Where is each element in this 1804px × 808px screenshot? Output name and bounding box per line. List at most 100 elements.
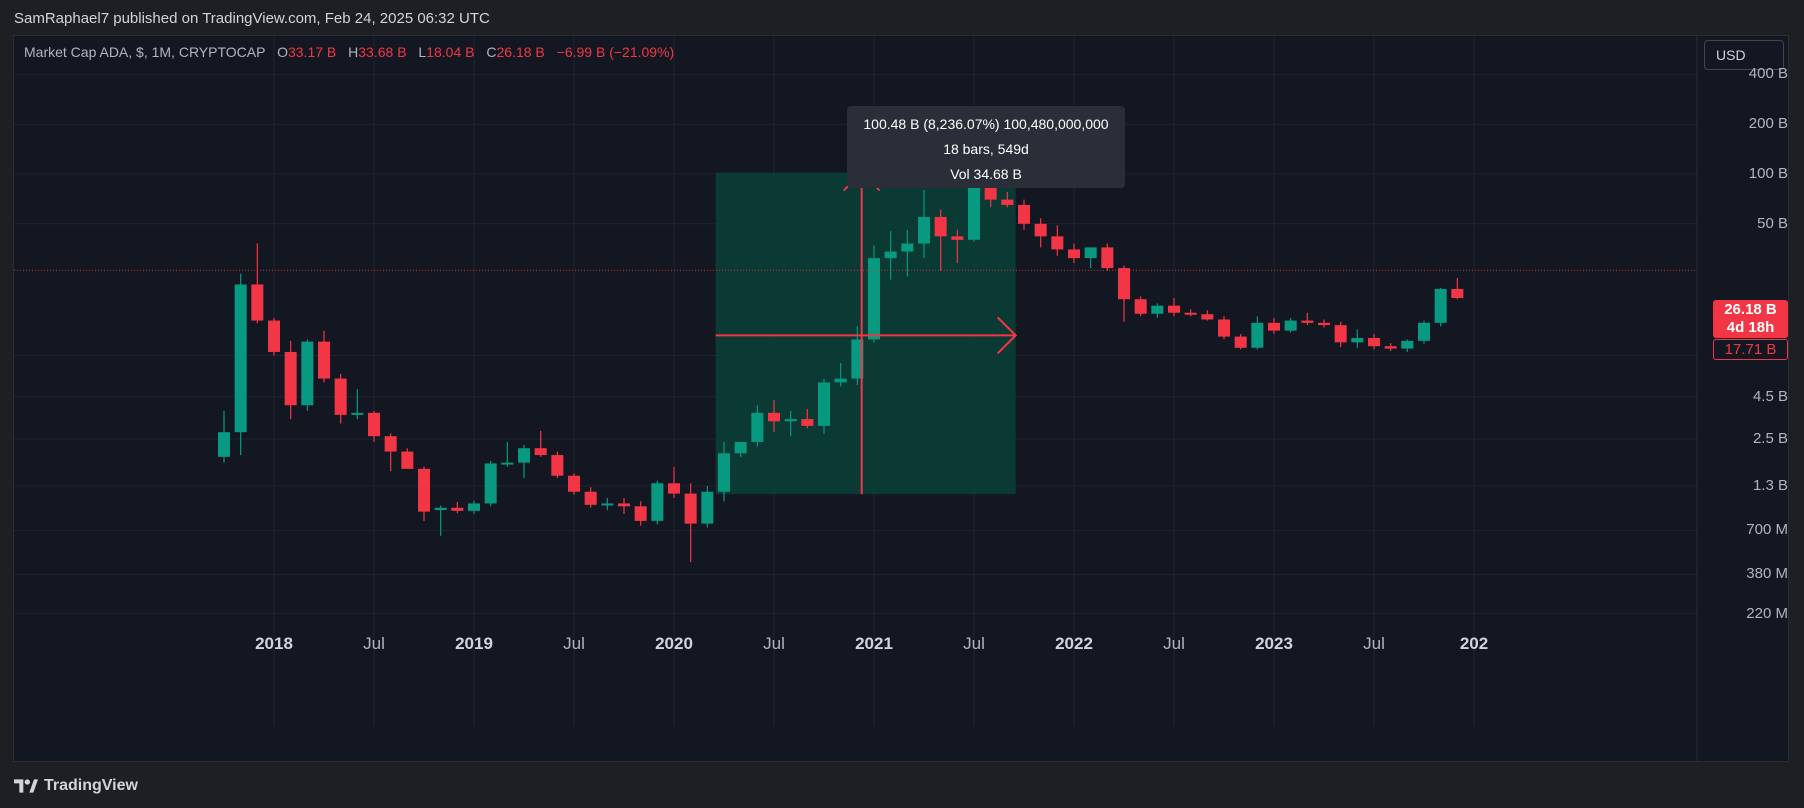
candle-body: [1335, 325, 1347, 342]
candle-body: [351, 413, 363, 415]
candle-body: [1101, 247, 1113, 268]
price-tick-label: 200 B: [1716, 115, 1788, 132]
candle-body: [551, 455, 563, 476]
candle-body: [518, 448, 530, 462]
candle-body: [1185, 313, 1197, 315]
price-tick-label: 4.5 B: [1716, 388, 1788, 405]
candle-body: [1051, 236, 1063, 249]
price-tick-label: 100 B: [1716, 165, 1788, 182]
candle-body: [1068, 249, 1080, 258]
current-price-value: 26.18 B: [1713, 301, 1788, 319]
candle-body: [1351, 338, 1363, 342]
range-low-badge: 17.71 B: [1713, 339, 1788, 360]
current-price-badge: 26.18 B 4d 18h: [1713, 300, 1788, 338]
candle-body: [718, 453, 730, 491]
price-tick-label: 1.3 B: [1716, 477, 1788, 494]
candle-body: [651, 483, 663, 521]
time-tick-label: Jul: [363, 634, 385, 654]
time-tick-label: Jul: [1163, 634, 1185, 654]
price-tick-label: 50 B: [1716, 215, 1788, 232]
measure-tooltip: 100.48 B (8,236.07%) 100,480,000,000 18 …: [847, 106, 1125, 188]
price-tick-label: 380 M: [1716, 565, 1788, 582]
candle-body: [1401, 341, 1413, 349]
candle-body: [1301, 321, 1313, 323]
candle-body: [935, 217, 947, 236]
candle-body: [451, 508, 463, 511]
candle-body: [1085, 247, 1097, 258]
bar-countdown: 4d 18h: [1713, 319, 1788, 337]
candle-body: [601, 503, 613, 505]
candle-body: [585, 492, 597, 505]
candle-body: [751, 413, 763, 442]
candle-body: [685, 494, 697, 524]
candle-body: [668, 483, 680, 493]
candle-body: [1035, 224, 1047, 237]
price-tick-label: 400 B: [1716, 65, 1788, 82]
time-tick-label: Jul: [563, 634, 585, 654]
candle-body: [885, 252, 897, 259]
candle-body: [1451, 289, 1463, 298]
time-tick-label: Jul: [963, 634, 985, 654]
high-key: H: [348, 44, 358, 60]
chart-pane[interactable]: Market Cap ADA, $, 1M, CRYPTOCAP O33.17 …: [13, 35, 1789, 762]
candle-body: [418, 469, 430, 512]
candle-body: [1318, 323, 1330, 325]
candle-body: [368, 413, 380, 436]
candle-body: [218, 432, 230, 457]
candle-body: [318, 342, 330, 379]
time-tick-label: 2020: [655, 634, 693, 654]
candle-body: [1285, 321, 1297, 331]
time-tick-label: Jul: [763, 634, 785, 654]
measure-volume: Vol 34.68 B: [847, 162, 1125, 187]
candle-body: [1135, 299, 1147, 314]
brand-name: TradingView: [44, 777, 138, 795]
time-tick-label: 2021: [855, 634, 893, 654]
candle-body: [1385, 346, 1397, 348]
symbol-title[interactable]: Market Cap ADA, $, 1M, CRYPTOCAP: [24, 44, 265, 60]
candle-body: [901, 244, 913, 252]
candle-body: [435, 508, 447, 510]
candle-body: [251, 284, 263, 320]
candle-body: [1218, 319, 1230, 336]
candle-body: [568, 476, 580, 492]
time-tick-label: 2022: [1055, 634, 1093, 654]
candle-body: [401, 452, 413, 469]
candle-body: [1201, 314, 1213, 319]
close-key: C: [486, 44, 496, 60]
high-value: 33.68 B: [358, 44, 406, 60]
candle-body: [1368, 338, 1380, 346]
candle-body: [1168, 306, 1180, 313]
time-tick-label: Jul: [1363, 634, 1385, 654]
candle-body: [285, 352, 297, 405]
candle-body: [1418, 323, 1430, 341]
candle-body: [785, 419, 797, 421]
candle-body: [485, 463, 497, 503]
candle-body: [1118, 268, 1130, 299]
close-value: 26.18 B: [497, 44, 545, 60]
price-tick-label: 220 M: [1716, 605, 1788, 622]
measure-bars: 18 bars, 549d: [847, 137, 1125, 162]
candle-body: [701, 492, 713, 524]
low-value: 18.04 B: [426, 44, 474, 60]
candle-body: [468, 503, 480, 510]
open-value: 33.17 B: [288, 44, 336, 60]
candle-body: [501, 463, 513, 465]
change-value: −6.99 B (−21.09%): [557, 44, 675, 60]
candle-body: [1018, 205, 1030, 224]
time-tick-label: 2023: [1255, 634, 1293, 654]
tradingview-logo-icon: [14, 779, 38, 793]
candle-body: [768, 413, 780, 421]
candle-body: [1151, 306, 1163, 314]
candle-body: [801, 419, 813, 426]
candle-body: [735, 442, 747, 453]
candle-body: [335, 379, 347, 415]
candle-body: [301, 342, 313, 406]
candle-body: [235, 284, 247, 432]
measure-change: 100.48 B (8,236.07%) 100,480,000,000: [847, 112, 1125, 137]
candle-body: [835, 379, 847, 383]
candle-body: [818, 382, 830, 426]
candle-body: [1435, 289, 1447, 323]
time-tick-label: 2018: [255, 634, 293, 654]
price-tick-label: 700 M: [1716, 521, 1788, 538]
tradingview-brand[interactable]: TradingView: [14, 777, 138, 795]
